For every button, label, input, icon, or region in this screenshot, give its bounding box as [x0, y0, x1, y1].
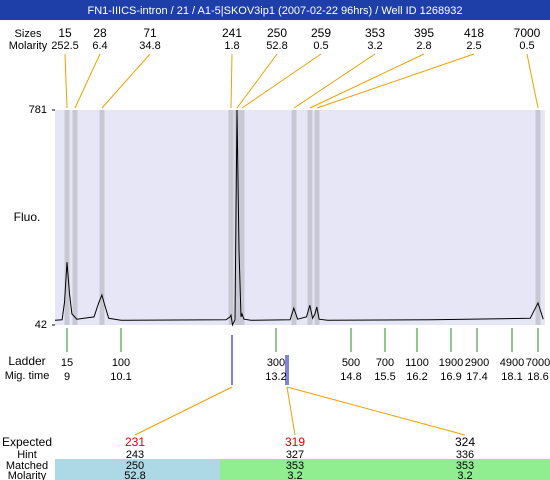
hint: 243 [126, 449, 144, 461]
ladder-size: 7000 [526, 357, 550, 369]
peak-size: 28 [93, 26, 107, 40]
ladder-size: 100 [112, 357, 130, 369]
peak-molarity: 252.5 [51, 40, 79, 52]
molarity: 52.8 [124, 470, 145, 480]
ladder-time: 16.9 [440, 371, 461, 383]
hint: 336 [456, 449, 474, 461]
matched-bg-2 [220, 459, 550, 480]
ladder-size: 500 [342, 357, 360, 369]
peak-connector [101, 53, 151, 109]
ladder-size: 15 [61, 357, 73, 369]
peak-connector [309, 53, 425, 109]
matched: 353 [286, 460, 304, 472]
connector [286, 386, 296, 436]
matched-label: Matched [6, 460, 48, 472]
molarity: 3.2 [457, 470, 472, 480]
peak-molarity: 3.2 [367, 40, 382, 52]
y-tick-label: 781 [29, 104, 47, 116]
peak-molarity: 34.8 [139, 40, 160, 52]
peak-band [239, 110, 245, 325]
peak-connector [74, 53, 101, 109]
peak-molarity: 1.8 [224, 40, 239, 52]
peak-connector [64, 53, 68, 109]
peak-molarity: 0.5 [313, 40, 328, 52]
title-bar [0, 0, 550, 20]
peak-size: 353 [365, 26, 385, 40]
peak-size: 418 [464, 26, 484, 40]
ladder-size: 300 [267, 357, 285, 369]
peaks-size-label: Sizes [15, 28, 42, 40]
results-molarity-label: Molarity [8, 470, 47, 480]
y-label: Fluo. [14, 210, 41, 224]
peak-band [99, 110, 105, 325]
hint: 327 [286, 449, 304, 461]
ladder-time: 10.1 [110, 371, 131, 383]
ladder-time: 18.6 [527, 371, 548, 383]
connector [134, 386, 233, 436]
matched: 250 [126, 460, 144, 472]
peak-connector [293, 53, 376, 109]
peak-size: 259 [311, 26, 331, 40]
peak-size: 7000 [514, 26, 541, 40]
peak-band [314, 110, 320, 325]
y-tick-label: 42 [35, 319, 47, 331]
ladder-label: Ladder [8, 354, 45, 368]
trace [54, 109, 544, 327]
peak-molarity: 0.5 [519, 40, 534, 52]
peak-connector [316, 53, 475, 109]
peak-molarity: 6.4 [92, 40, 107, 52]
peak-size: 15 [58, 26, 72, 40]
ladder-time: 13.2 [265, 371, 286, 383]
peak-connector [241, 53, 322, 109]
expected: 319 [285, 435, 305, 449]
hint-label: Hint [17, 449, 37, 461]
peak-band [291, 110, 297, 325]
peak-molarity: 52.8 [266, 40, 287, 52]
ladder-time-label: Mig. time [5, 370, 50, 382]
ladder-time: 17.4 [466, 371, 487, 383]
expected: 231 [125, 435, 145, 449]
peak-size: 71 [143, 26, 157, 40]
matched: 353 [456, 460, 474, 472]
peak-size: 250 [267, 26, 287, 40]
matched-bg-1 [55, 459, 220, 480]
peak-size: 241 [222, 26, 242, 40]
title: FN1-IIICS-intron / 21 / A1-5|SKOV3ip1 (2… [87, 5, 462, 17]
ladder-size: 2900 [465, 357, 489, 369]
peak-band [307, 110, 313, 325]
peak-molarity: 2.5 [466, 40, 481, 52]
peaks-molarity-label: Molarity [9, 40, 48, 52]
peak-connector [236, 53, 278, 109]
ladder-time: 9 [64, 371, 70, 383]
peak-band [228, 110, 234, 325]
ladder-size: 1100 [405, 357, 429, 369]
ladder-size: 4900 [500, 357, 524, 369]
expected: 324 [455, 435, 475, 449]
connector [286, 386, 466, 436]
expected-label: Expected [2, 435, 52, 449]
ladder-size: 1900 [439, 357, 463, 369]
ladder-time: 18.1 [501, 371, 522, 383]
plot-area [55, 110, 545, 325]
peak-band [535, 110, 541, 325]
peak-molarity: 2.8 [416, 40, 431, 52]
peak-size: 395 [414, 26, 434, 40]
ladder-size: 700 [376, 357, 394, 369]
peak-band [64, 110, 70, 325]
peak-connector [230, 53, 233, 109]
peak-band [72, 110, 78, 325]
peak-band [234, 110, 240, 325]
ladder-time: 15.5 [374, 371, 395, 383]
ladder-time: 16.2 [406, 371, 427, 383]
ladder-time: 14.8 [340, 371, 361, 383]
peak-connector [526, 53, 539, 109]
molarity: 3.2 [287, 470, 302, 480]
